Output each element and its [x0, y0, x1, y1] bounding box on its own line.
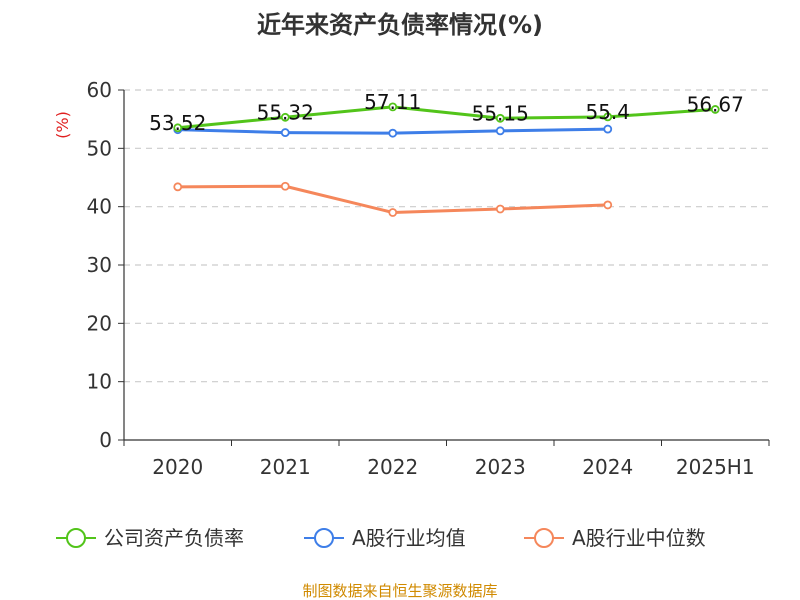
data-point	[495, 113, 505, 123]
y-tick-label: 40	[87, 195, 112, 219]
data-label: 55.32	[257, 100, 314, 124]
data-point	[280, 112, 290, 122]
x-tick-label: 2025H1	[676, 455, 755, 479]
data-label: 57.11	[364, 90, 421, 114]
y-tick-label: 10	[87, 370, 112, 394]
data-labels: 53.52 55.32 57.11 55.15 55.4 56.67	[149, 90, 744, 135]
y-tick-label: 20	[87, 311, 112, 335]
y-tick-label: 0	[99, 428, 112, 452]
y-axis-unit: (%)	[53, 111, 72, 139]
x-tick-label: 2023	[475, 455, 526, 479]
legend-label: A股行业中位数	[572, 526, 706, 550]
data-point	[173, 182, 183, 192]
legend-label: A股行业均值	[352, 526, 466, 550]
legend-marker	[66, 528, 86, 548]
legend-marker	[534, 528, 554, 548]
series-lines	[173, 102, 720, 217]
data-point	[603, 124, 613, 134]
data-point	[388, 102, 398, 112]
y-tick-label: 60	[87, 78, 112, 102]
x-tick-label: 2024	[582, 455, 633, 479]
x-axis-tick-labels: 2020 2021 2022 2023 2024 2025H1	[152, 455, 754, 479]
series-line	[177, 105, 716, 130]
data-point	[173, 123, 183, 133]
y-axis-tick-labels: 0 10 20 30 40 50 60	[87, 78, 112, 452]
y-tick-label: 50	[87, 136, 112, 160]
data-point	[280, 128, 290, 137]
data-point	[495, 126, 505, 136]
source-note: 制图数据来自恒生聚源数据库	[302, 582, 497, 600]
data-point	[603, 112, 613, 122]
legend-marker	[314, 528, 334, 548]
legend-label: 公司资产负债率	[104, 526, 244, 550]
gridlines	[124, 89, 769, 383]
data-point	[388, 208, 398, 217]
data-point	[495, 204, 505, 214]
data-point	[710, 105, 720, 114]
x-tick-label: 2020	[152, 455, 203, 479]
data-label: 53.52	[149, 111, 206, 135]
data-point	[280, 181, 290, 191]
x-tick-label: 2022	[367, 455, 418, 479]
chart-title: 近年来资产负债率情况(%)	[257, 11, 543, 39]
data-label: 55.15	[472, 101, 529, 125]
data-point	[603, 200, 613, 210]
data-point	[388, 128, 398, 138]
axes	[118, 89, 770, 446]
y-tick-label: 30	[87, 253, 112, 277]
legend: 公司资产负债率 A股行业均值 A股行业中位数	[56, 526, 706, 550]
data-label: 56.67	[687, 92, 744, 116]
x-tick-label: 2021	[260, 455, 311, 479]
data-label: 55.4	[585, 100, 630, 124]
